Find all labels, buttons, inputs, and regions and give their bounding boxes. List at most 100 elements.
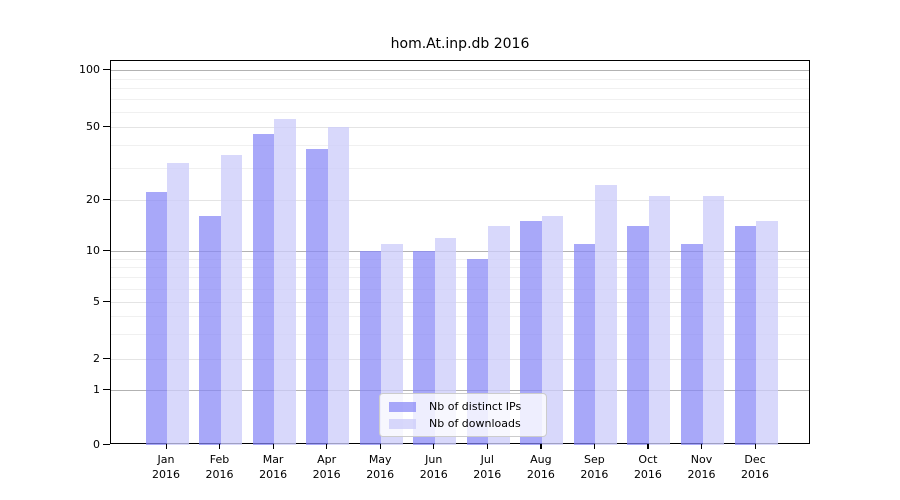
gridline-minor [111,88,809,90]
legend: Nb of distinct IPs Nb of downloads [379,393,547,437]
gridline [111,302,809,303]
y-axis-tick [103,443,110,445]
x-axis-tick-label: Jan 2016 [136,452,196,482]
y-axis-tick-label: 50 [86,120,100,133]
x-axis-tick [272,444,274,449]
y-axis-tick-label: 10 [86,244,100,257]
x-axis-tick-label: Jul 2016 [457,452,517,482]
y-axis-tick [103,198,110,200]
legend-label: Nb of downloads [429,417,521,430]
bar-distinct-ips-apr [306,148,328,445]
x-axis-tick-year: 2016 [419,468,448,481]
y-axis-tick-label: 20 [86,193,100,206]
bar-distinct-ips-nov [681,243,703,445]
x-axis-tick [647,444,649,449]
gridline [111,359,809,360]
gridline-minor [111,315,809,317]
bar-distinct-ips-dec [734,226,757,445]
bar-downloads-dec [756,221,778,445]
x-axis-tick-year: 2016 [687,468,716,481]
y-axis-tick [103,125,110,127]
bar-distinct-ips-mar [252,133,275,445]
gridline [111,390,809,391]
gridline-minor [111,167,809,169]
bar-distinct-ips-may [359,251,382,445]
x-axis-tick-label: Nov 2016 [672,452,732,482]
gridline-minor [111,333,809,335]
x-axis-tick-label: Aug 2016 [511,452,571,482]
x-axis-tick-label: May 2016 [350,452,410,482]
x-axis-tick-label: Apr 2016 [297,452,357,482]
bar-downloads-jul [488,226,510,445]
x-axis-tick [165,444,167,449]
x-axis-tick-label: Mar 2016 [243,452,303,482]
x-axis-tick [593,444,596,449]
gridline [111,251,809,252]
bar-downloads-sep [595,185,617,445]
x-axis-tick-year: 2016 [205,468,234,481]
y-axis-tick-label: 2 [93,352,100,365]
x-axis-tick-year: 2016 [152,468,180,481]
legend-swatch-downloads [389,418,416,429]
bar-downloads-feb [220,155,243,445]
y-axis-tick [103,357,110,359]
y-axis-tick-label: 1 [93,383,100,396]
x-axis-tick-label: Feb 2016 [190,452,250,482]
x-axis-tick [219,444,221,449]
bar-downloads-aug [541,216,564,445]
y-axis-tick [103,300,110,302]
gridline-minor [111,258,809,260]
y-axis-tick [103,68,110,70]
bar-downloads-oct [648,196,671,445]
x-axis-tick-year: 2016 [741,468,770,481]
x-axis-tick [754,444,756,449]
x-axis-tick-label: Oct 2016 [618,452,678,482]
x-axis-tick-year: 2016 [259,468,288,481]
plot-area [110,60,810,445]
y-axis-tick [103,388,110,390]
bar-downloads-apr [327,127,350,445]
bar-downloads-jan [167,162,189,445]
legend-item: Nb of downloads [389,417,537,430]
legend-swatch-distinct-ips [389,401,416,412]
gridline-minor [111,112,809,113]
x-axis-tick-label: Jun 2016 [404,452,464,482]
gridline [111,70,809,71]
y-axis-tick-label: 5 [93,295,100,308]
x-axis-tick-label: Dec 2016 [725,452,785,482]
bar-distinct-ips-jan [145,192,167,445]
x-axis-tick-year: 2016 [473,468,502,481]
x-axis-tick-year: 2016 [580,468,609,481]
bar-distinct-ips-aug [520,221,542,445]
x-axis-tick [326,444,328,449]
x-axis-tick [433,444,435,449]
gridline [111,200,809,201]
gridline-minor [111,277,809,279]
x-axis-tick-year: 2016 [526,468,555,481]
bar-downloads-nov [702,196,724,445]
x-axis-tick-year: 2016 [312,468,341,481]
x-axis-tick-year: 2016 [366,468,395,481]
y-axis-tick-label: 100 [79,63,100,76]
legend-label: Nb of distinct IPs [429,400,522,413]
legend-item: Nb of distinct IPs [389,400,537,413]
gridline-minor [111,144,809,146]
y-axis-tick [103,249,110,251]
x-axis-tick [701,444,703,449]
gridline-minor [111,267,809,269]
x-axis-tick [379,444,381,449]
bar-distinct-ips-sep [573,243,596,445]
chart-title: hom.At.inp.db 2016 [390,36,530,52]
bar-distinct-ips-feb [199,216,221,445]
gridline-minor [111,99,809,101]
x-axis-tick [540,444,542,449]
x-axis-tick-label: Sep 2016 [564,452,624,482]
gridline-minor [111,78,809,80]
y-axis-tick-label: 0 [93,438,100,451]
x-axis-tick-year: 2016 [633,468,662,481]
x-axis-tick [486,444,488,449]
bar-downloads-mar [274,119,296,445]
gridline [111,127,809,128]
bar-distinct-ips-oct [627,226,649,445]
